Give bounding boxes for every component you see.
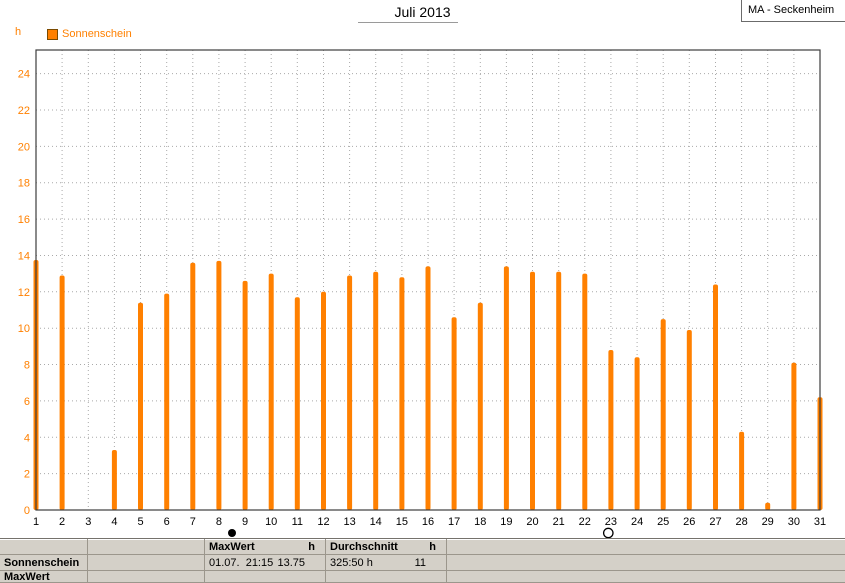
maxwert-value-cell: 01.07. 21:15 13.75 — [205, 555, 326, 571]
svg-text:16: 16 — [422, 516, 434, 528]
status-bar: MaxWert h Durchschnitt h Sonnenschein 01… — [0, 538, 845, 583]
legend: Sonnenschein — [47, 28, 132, 40]
svg-text:18: 18 — [18, 178, 30, 190]
legend-swatch — [47, 28, 58, 40]
maxwert-value: 13.75 — [277, 557, 305, 569]
status-cell-blank — [447, 539, 845, 555]
legend-label: Sonnenschein — [62, 28, 132, 40]
svg-text:22: 22 — [579, 516, 591, 528]
status-cell-blank — [0, 539, 88, 555]
status-cell-blank — [447, 571, 845, 583]
sunshine-bar-chart: 1 2 3 4 5 6 7 8 9 10 11 12 13 14 15 16 17 18 19 20 21 22 23 24 2… — [18, 49, 826, 538]
svg-text:11: 11 — [292, 516, 303, 528]
svg-text:25: 25 — [657, 516, 669, 528]
svg-text:13: 13 — [343, 516, 355, 528]
svg-text:12: 12 — [317, 516, 329, 528]
svg-text:29: 29 — [762, 516, 774, 528]
svg-text:0: 0 — [24, 505, 30, 517]
svg-text:2: 2 — [24, 469, 30, 481]
svg-text:22: 22 — [18, 105, 30, 117]
svg-text:7: 7 — [190, 516, 196, 528]
svg-text:12: 12 — [18, 287, 30, 299]
status-cell-blank — [88, 539, 205, 555]
status-cell-blank — [88, 555, 205, 571]
svg-text:24: 24 — [18, 69, 30, 81]
status-cell-blank — [205, 571, 326, 583]
durchschnitt-value-cell: 325:50 h 11 — [326, 555, 447, 571]
next-section-label: MaxWert — [4, 571, 50, 583]
status-header-row: MaxWert h Durchschnitt h — [0, 539, 845, 555]
page-title: Juli 2013 — [394, 4, 451, 20]
svg-text:23: 23 — [605, 516, 617, 528]
status-cell-blank — [326, 571, 447, 583]
svg-text:28: 28 — [735, 516, 747, 528]
svg-text:6: 6 — [24, 396, 30, 408]
maxwert-datetime: 01.07. 21:15 — [209, 557, 274, 569]
svg-text:5: 5 — [137, 516, 143, 528]
svg-text:15: 15 — [396, 516, 408, 528]
svg-text:6: 6 — [164, 516, 170, 528]
status-cell-blank — [88, 571, 205, 583]
svg-text:24: 24 — [631, 516, 643, 528]
durchschnitt-header-label: Durchschnitt — [330, 541, 398, 553]
svg-text:14: 14 — [18, 251, 30, 263]
svg-text:4: 4 — [111, 516, 117, 528]
svg-text:20: 20 — [18, 141, 30, 153]
durchschnitt-sum: 325:50 h — [330, 557, 373, 569]
svg-text:18: 18 — [474, 516, 486, 528]
svg-text:3: 3 — [85, 516, 91, 528]
maxwert-unit-label: h — [308, 541, 315, 553]
svg-text:8: 8 — [24, 360, 30, 372]
svg-text:10: 10 — [18, 323, 30, 335]
status-next-section-row: MaxWert — [0, 571, 845, 583]
svg-text:14: 14 — [370, 516, 382, 528]
svg-text:8: 8 — [216, 516, 222, 528]
svg-text:31: 31 — [814, 516, 826, 528]
svg-text:21: 21 — [553, 516, 565, 528]
svg-text:1: 1 — [33, 516, 39, 528]
svg-text:10: 10 — [265, 516, 277, 528]
maxwert-header-cell: MaxWert h — [205, 539, 326, 555]
svg-text:27: 27 — [709, 516, 721, 528]
y-axis-unit-label: h — [15, 26, 22, 38]
status-values-row: Sonnenschein 01.07. 21:15 13.75 325:50 h… — [0, 555, 845, 571]
svg-text:20: 20 — [526, 516, 538, 528]
element-label-cell: Sonnenschein — [0, 555, 88, 571]
durchschnitt-value: 11 — [414, 557, 426, 569]
svg-text:2: 2 — [59, 516, 65, 528]
svg-text:19: 19 — [500, 516, 512, 528]
next-section-cell: MaxWert — [0, 571, 88, 583]
svg-text:26: 26 — [683, 516, 695, 528]
svg-text:17: 17 — [448, 516, 460, 528]
title-underline — [358, 22, 458, 23]
durchschnitt-unit-label: h — [429, 541, 436, 553]
svg-text:9: 9 — [242, 516, 248, 528]
status-cell-blank — [447, 555, 845, 571]
element-label: Sonnenschein — [4, 557, 80, 569]
svg-text:30: 30 — [788, 516, 800, 528]
svg-text:16: 16 — [18, 214, 30, 226]
station-label: MA - Seckenheim — [741, 0, 845, 22]
maxwert-header-label: MaxWert — [209, 541, 255, 553]
svg-text:4: 4 — [24, 432, 30, 444]
durchschnitt-header-cell: Durchschnitt h — [326, 539, 447, 555]
